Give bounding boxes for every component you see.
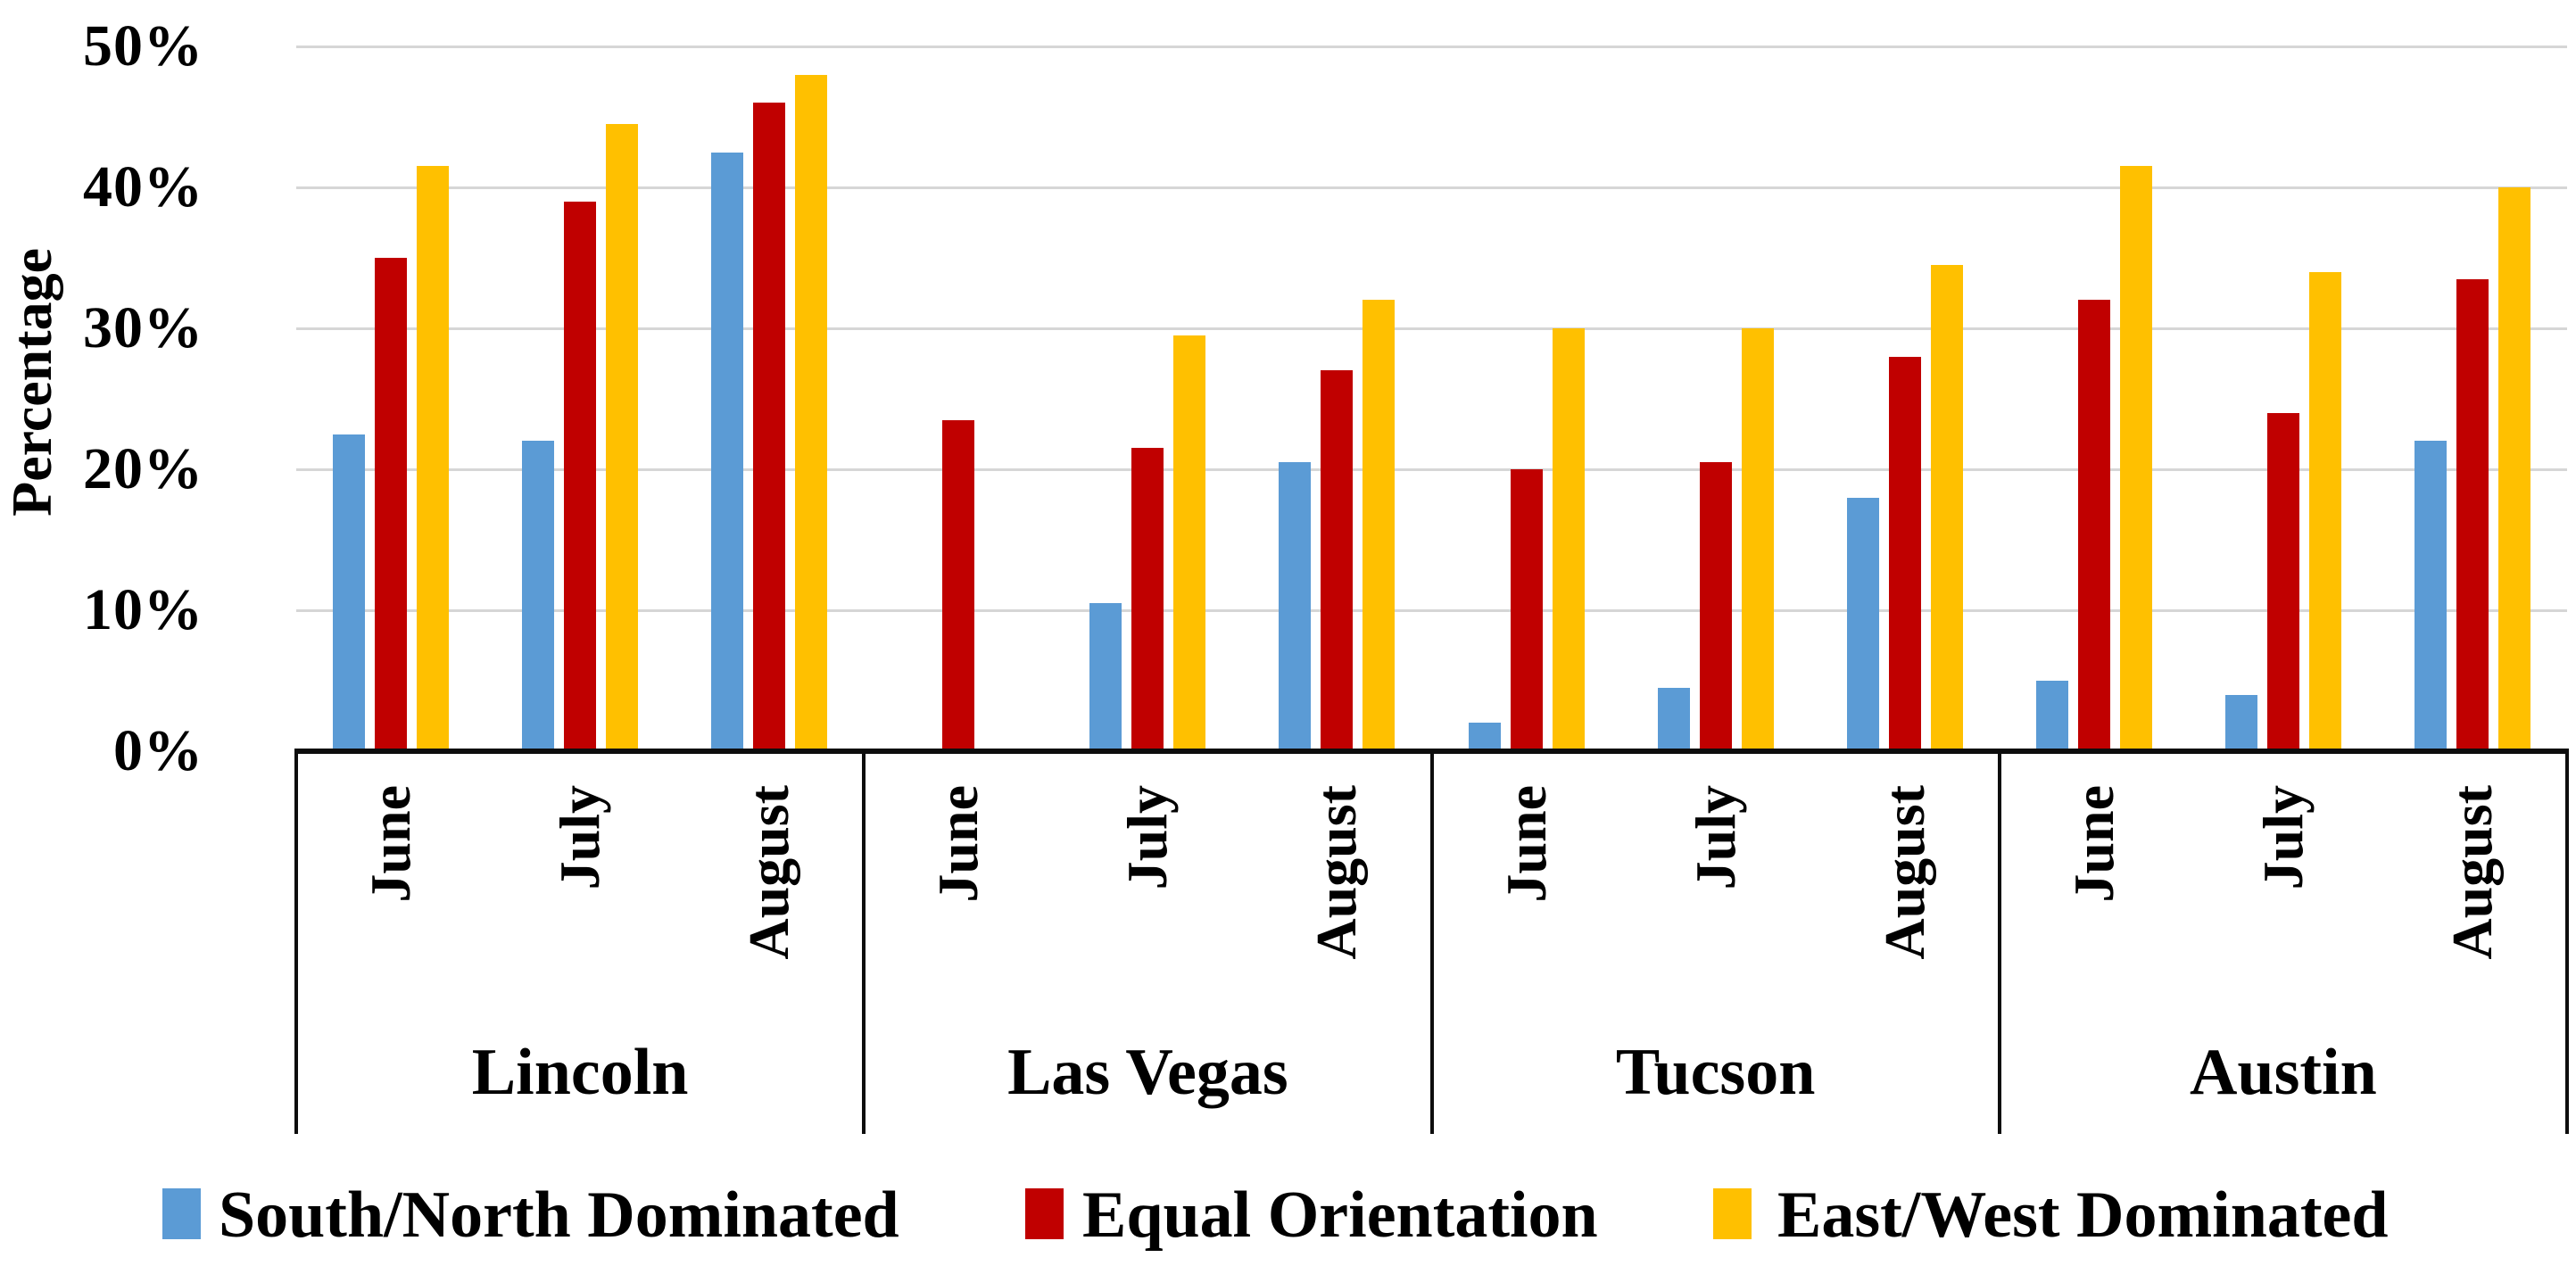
bar-south-north-dominated-lincoln-july (522, 441, 555, 751)
category-box-right-edge (2565, 751, 2569, 1134)
group-divider-1 (862, 751, 866, 1134)
gridline-40 (296, 186, 2567, 189)
legend-swatch-south-north (162, 1188, 201, 1239)
bar-east-west-dominated-las-vegas-august (1363, 300, 1396, 751)
month-label-las-vegas-june: June (926, 785, 990, 903)
y-tick-label-30: 30% (83, 295, 203, 360)
month-label-tucson-july: July (1683, 785, 1747, 890)
bar-equal-orientation-lincoln-june (375, 258, 408, 751)
bar-south-north-dominated-las-vegas-august (1279, 462, 1312, 751)
month-label-lincoln-august: August (737, 785, 801, 960)
bar-equal-orientation-lincoln-august (753, 103, 786, 751)
gridline-10 (296, 609, 2567, 612)
bar-equal-orientation-tucson-june (1510, 469, 1543, 751)
bar-east-west-dominated-austin-july (2308, 271, 2341, 751)
legend-label-south-north: South/North Dominated (219, 1179, 899, 1252)
bar-east-west-dominated-austin-august (2497, 187, 2530, 751)
bar-south-north-dominated-tucson-july (1657, 687, 1690, 751)
bar-equal-orientation-las-vegas-july (1131, 448, 1164, 751)
bar-east-west-dominated-tucson-july (1741, 328, 1774, 751)
bar-east-west-dominated-tucson-june (1552, 328, 1585, 751)
bar-equal-orientation-lincoln-july (564, 201, 597, 751)
bar-south-north-dominated-austin-july (2224, 694, 2257, 751)
month-label-las-vegas-july: July (1115, 785, 1180, 890)
month-label-tucson-june: June (1494, 785, 1558, 903)
city-label-las-vegas: Las Vegas (1007, 1036, 1288, 1109)
group-divider-2 (1429, 751, 1434, 1134)
bar-east-west-dominated-tucson-august (1930, 264, 1963, 751)
y-tick-label-50: 50% (83, 13, 203, 79)
y-tick-label-10: 10% (83, 577, 203, 642)
month-label-austin-july: July (2250, 785, 2315, 890)
bar-south-north-dominated-austin-june (2035, 681, 2068, 751)
y-tick-label-20: 20% (83, 436, 203, 501)
bar-south-north-dominated-lincoln-august (711, 152, 744, 751)
legend-label-east-west: East/West Dominated (1777, 1179, 2389, 1252)
month-label-austin-august: August (2439, 785, 2504, 960)
bar-east-west-dominated-lincoln-june (417, 166, 450, 751)
month-label-austin-june: June (2061, 785, 2125, 903)
group-divider-3 (1997, 751, 2001, 1134)
category-box-left-edge (294, 751, 298, 1134)
bar-equal-orientation-las-vegas-june (942, 419, 975, 751)
bar-east-west-dominated-lincoln-july (606, 123, 639, 751)
bar-south-north-dominated-lincoln-june (333, 434, 366, 751)
city-label-lincoln: Lincoln (471, 1036, 689, 1109)
gridline-50 (296, 46, 2567, 48)
bar-south-north-dominated-tucson-august (1846, 497, 1879, 751)
bar-equal-orientation-las-vegas-august (1321, 370, 1354, 751)
gridline-20 (296, 468, 2567, 471)
month-label-lincoln-july: July (548, 785, 612, 890)
legend-swatch-equal (1025, 1188, 1064, 1239)
month-label-las-vegas-august: August (1305, 785, 1369, 960)
legend-swatch-east-west (1713, 1188, 1752, 1239)
bar-east-west-dominated-las-vegas-july (1173, 335, 1206, 751)
bar-equal-orientation-austin-august (2456, 278, 2489, 751)
city-label-austin: Austin (2189, 1036, 2377, 1109)
gridline-30 (296, 327, 2567, 330)
month-label-tucson-august: August (1872, 785, 1936, 960)
bar-equal-orientation-austin-july (2266, 412, 2299, 751)
city-label-tucson: Tucson (1615, 1036, 1816, 1109)
bar-equal-orientation-tucson-july (1699, 462, 1732, 751)
bar-east-west-dominated-lincoln-august (795, 74, 828, 751)
y-tick-label-0: 0% (113, 718, 203, 783)
bar-equal-orientation-austin-june (2077, 300, 2110, 751)
month-label-lincoln-june: June (359, 785, 423, 903)
legend-label-equal: Equal Orientation (1082, 1179, 1598, 1252)
bar-south-north-dominated-austin-august (2414, 441, 2447, 751)
bar-south-north-dominated-las-vegas-july (1089, 603, 1122, 751)
bar-east-west-dominated-austin-june (2119, 166, 2152, 751)
y-tick-label-40: 40% (83, 154, 203, 219)
bar-equal-orientation-tucson-august (1888, 356, 1921, 751)
bar-south-north-dominated-tucson-june (1468, 723, 1501, 751)
